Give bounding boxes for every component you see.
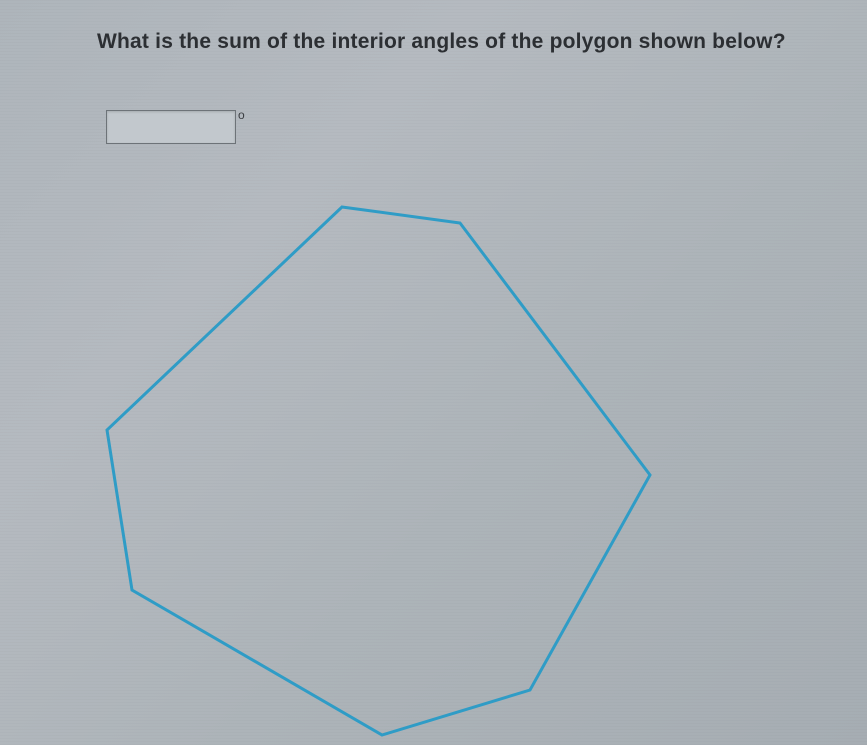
question-text: What is the sum of the interior angles o…: [97, 30, 786, 54]
polygon-figure: [90, 195, 690, 745]
degree-unit-label: o: [238, 108, 245, 122]
answer-input[interactable]: [106, 110, 236, 144]
polygon-svg: [90, 195, 690, 745]
answer-row: o: [106, 110, 245, 144]
heptagon-shape: [107, 207, 650, 735]
